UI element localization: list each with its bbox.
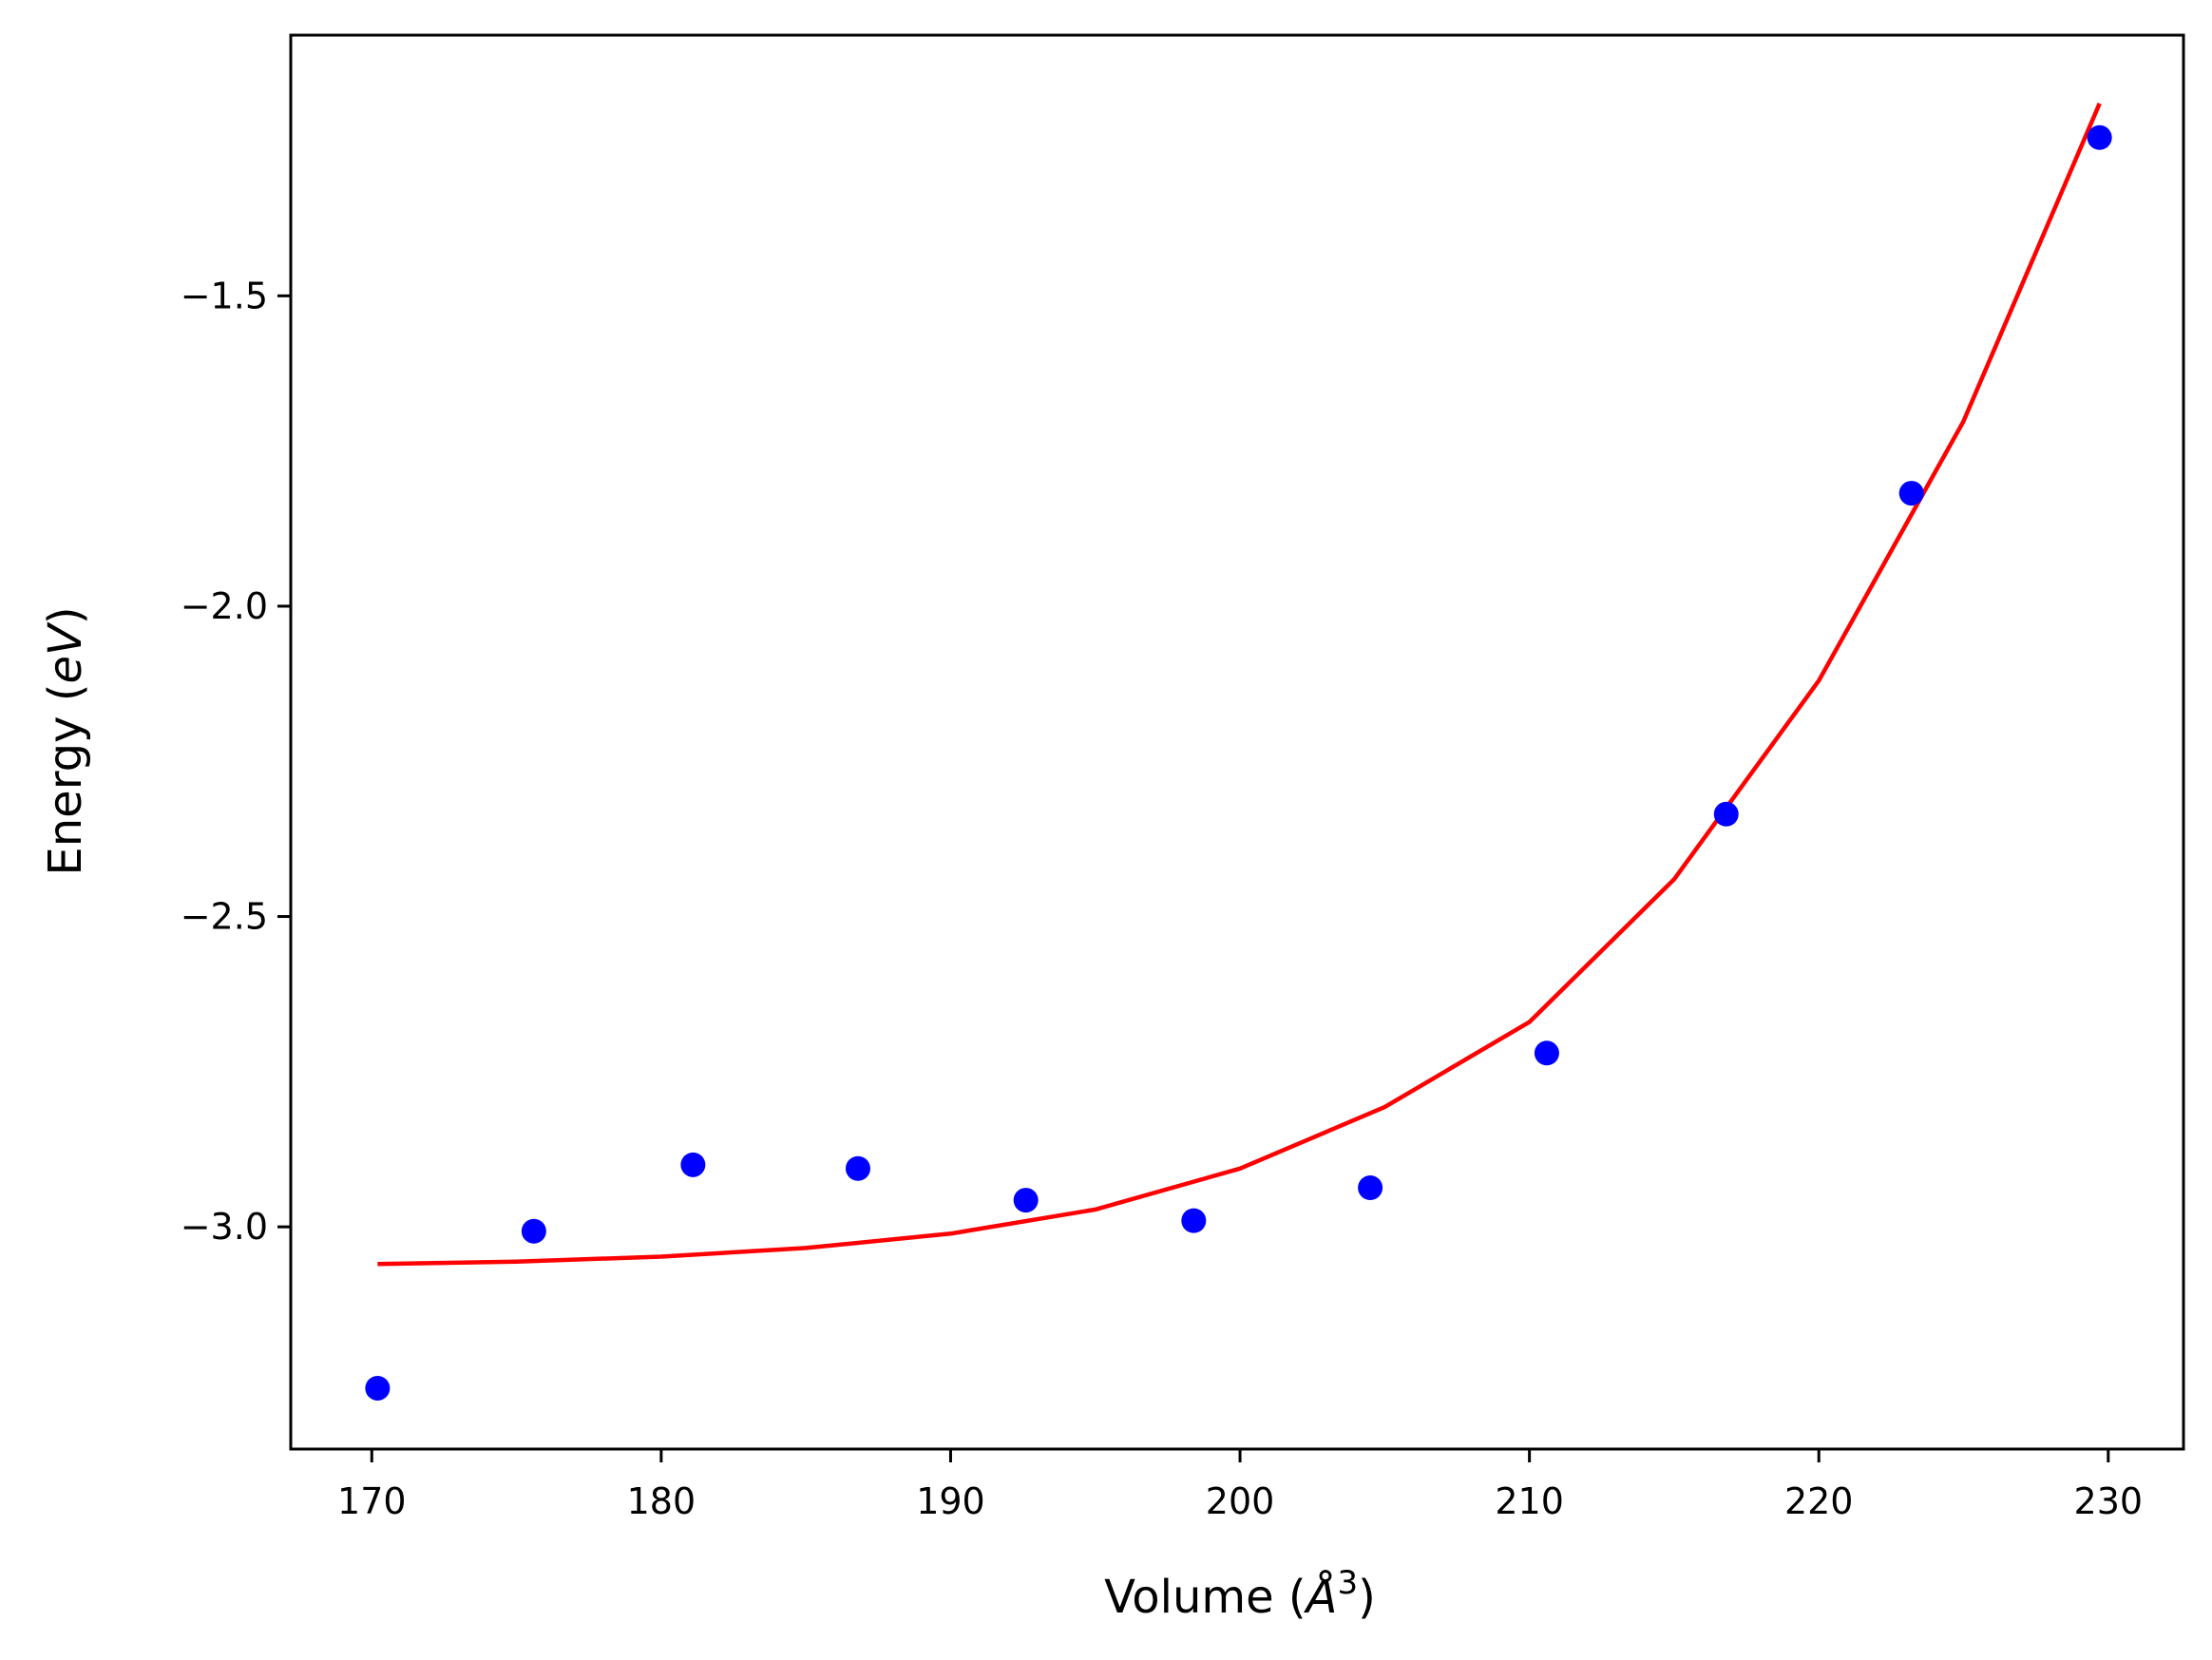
data-point [1013,1188,1039,1213]
data-point [1898,481,1924,506]
plot-layer [365,103,2112,1401]
x-tick-label: 190 [916,1480,985,1522]
fit-curve [377,103,2102,1267]
x-axis-title: Volume (Å3) [1104,1564,1376,1624]
y-axis-title: Energy (eV) [39,606,92,875]
data-point [1358,1175,1383,1201]
y-axis-ticks: −1.5 −2.0 −2.5 −3.0 [181,275,291,1248]
x-tick-label: 170 [337,1480,407,1522]
x-tick-label: 200 [1206,1480,1275,1522]
x-tick-label: 210 [1495,1480,1564,1522]
x-tick-label: 220 [1784,1480,1854,1522]
data-point [1534,1040,1559,1066]
data-point [365,1375,391,1401]
x-tick-label: 230 [2074,1480,2144,1522]
data-point [845,1155,870,1181]
y-tick-label: −2.5 [181,896,268,938]
data-point [1713,801,1739,827]
data-point [521,1218,546,1244]
y-tick-label: −2.0 [181,585,268,627]
y-tick-label: −1.5 [181,275,268,316]
x-axis-ticks: 170 180 190 200 210 220 230 [337,1449,2143,1522]
y-tick-label: −3.0 [181,1206,268,1248]
data-point [1181,1208,1207,1233]
x-tick-label: 180 [627,1480,696,1522]
axes-frame [289,33,2185,1451]
data-point [680,1152,706,1177]
data-point [2087,124,2112,150]
